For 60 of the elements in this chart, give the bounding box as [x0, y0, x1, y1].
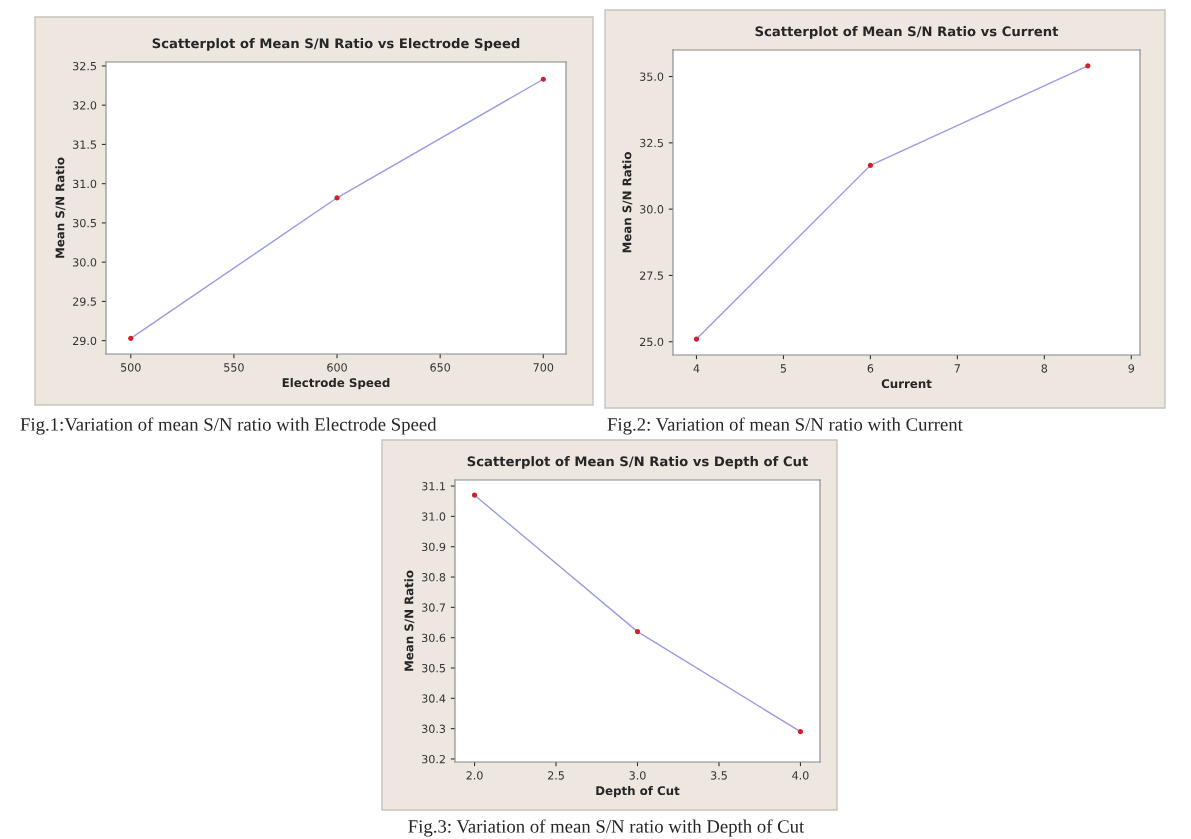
y-tick-label: 31.1	[422, 482, 445, 491]
x-tick-label: 8	[1041, 364, 1048, 373]
x-tick-label: 5	[780, 364, 787, 373]
x-axis-title: Electrode Speed	[282, 377, 390, 390]
chart-title: Scatterplot of Mean S/N Ratio vs Current	[755, 26, 1059, 39]
y-tick-label: 27.5	[640, 271, 663, 280]
x-tick-label: 500	[121, 363, 141, 372]
y-axis-title: Mean S/N Ratio	[55, 157, 66, 258]
y-tick-label: 30.0	[73, 258, 97, 267]
x-tick-label: 650	[430, 363, 451, 372]
y-tick-label: 31.0	[73, 179, 97, 189]
y-tick-label: 31.0	[422, 512, 446, 521]
y-tick-label: 29.0	[73, 336, 97, 346]
y-tick-label: 25.0	[640, 337, 664, 347]
y-tick-label: 30.0	[640, 205, 664, 214]
point	[540, 76, 546, 82]
caption: Fig.1:Variation of mean S/N ratio with Electrode Speed	[20, 417, 437, 435]
x-axis-title: Current	[881, 379, 932, 389]
y-tick-label: 30.7	[422, 603, 446, 612]
y-tick-label: 30.3	[422, 724, 446, 734]
y-axis-title: Mean S/N Ratio	[404, 570, 415, 671]
x-tick-label: 9	[1128, 364, 1135, 373]
x-tick-label: 2.5	[548, 771, 564, 780]
caption: Fig.2: Variation of mean S/N ratio with Current	[607, 417, 963, 435]
chart-title: Scatterplot of Mean S/N Ratio vs Electrode Speed	[152, 38, 520, 51]
x-tick-label: 3.5	[710, 771, 727, 780]
point	[867, 162, 874, 168]
point	[693, 336, 700, 342]
point	[634, 629, 641, 635]
chart-title: Scatterplot of Mean S/N Ratio vs Depth of Cut	[467, 456, 808, 469]
y-tick-label: 30.5	[422, 663, 445, 673]
y-tick-label: 32.5	[73, 61, 96, 71]
y-tick-label: 32.0	[73, 101, 97, 110]
x-tick-label: 550	[224, 363, 244, 372]
x-tick-label: 6	[867, 364, 874, 373]
point	[334, 195, 340, 201]
x-tick-label: 700	[533, 363, 554, 372]
point	[797, 729, 804, 735]
point	[128, 335, 134, 341]
x-tick-label: 2.0	[466, 771, 483, 780]
x-tick-label: 7	[954, 364, 960, 373]
caption: Fig.3: Variation of mean S/N ratio with Depth of Cut	[408, 819, 805, 837]
x-tick-label: 3.0	[629, 771, 646, 780]
x-axis-title: Depth of Cut	[596, 785, 680, 798]
point	[1085, 63, 1091, 69]
x-tick-label: 4.0	[792, 771, 809, 780]
x-tick-label: 4	[693, 364, 700, 373]
y-tick-label: 35.0	[640, 72, 664, 81]
y-tick-label: 30.9	[422, 542, 446, 552]
y-tick-label: 30.5	[73, 218, 96, 228]
y-tick-label: 30.4	[422, 694, 446, 703]
x-tick-label: 600	[327, 363, 347, 372]
y-tick-label: 30.6	[422, 633, 446, 643]
y-tick-label: 30.2	[422, 754, 445, 764]
y-tick-label: 32.5	[640, 138, 663, 148]
y-tick-label: 31.5	[73, 140, 96, 149]
y-tick-label: 29.5	[73, 297, 96, 306]
y-tick-label: 30.8	[422, 573, 446, 582]
point	[471, 492, 478, 498]
y-axis-title: Mean S/N Ratio	[622, 152, 633, 253]
